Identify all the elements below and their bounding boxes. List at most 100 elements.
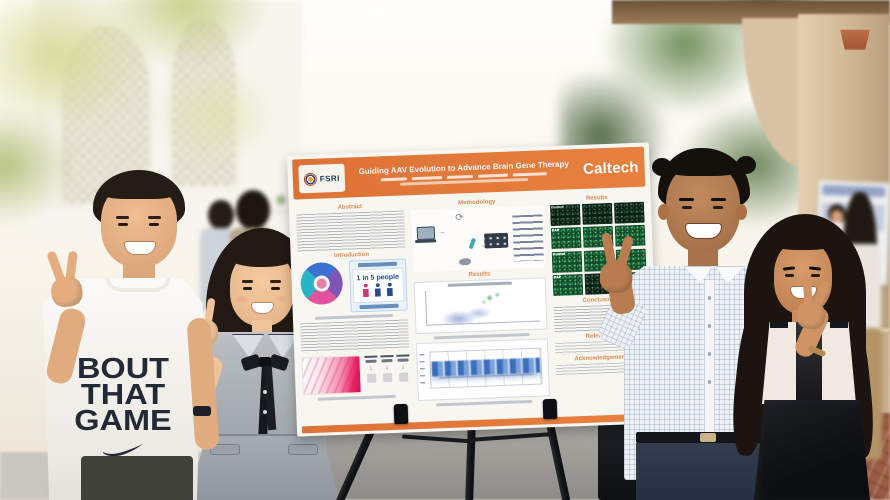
- eyebrow: [270, 280, 281, 283]
- y-axis-ticks-blur: [419, 353, 426, 386]
- micrograph-label: Control: [551, 205, 564, 210]
- blush: [237, 296, 247, 302]
- button: [707, 380, 711, 384]
- eyebrow: [782, 266, 796, 271]
- micrograph-panel: CAP: [550, 227, 582, 250]
- shoulder-strap: [830, 322, 848, 328]
- person-woman-gray-dress: [168, 228, 350, 500]
- author-name-blur: [412, 176, 443, 181]
- eyebrow: [116, 216, 129, 219]
- person-icon: [385, 282, 395, 297]
- table-header-blur: [381, 359, 393, 363]
- button: [263, 410, 267, 414]
- micrograph-panel: Control: [551, 250, 583, 274]
- figure-caption-blur: [317, 394, 396, 401]
- cycle-arrows-icon: ⟳: [455, 212, 464, 224]
- callout-caption-blur: [359, 303, 399, 310]
- button: [707, 296, 711, 300]
- callout-box: 1 in 5 people: [351, 267, 405, 304]
- skirt: [754, 400, 870, 500]
- arrow-down-icon: ↓: [369, 364, 373, 372]
- author-name-blur: [478, 173, 509, 178]
- button: [707, 324, 711, 328]
- vessel-diagram: [301, 355, 362, 396]
- hair-fringe: [772, 235, 834, 250]
- sleeveless-top: [762, 322, 856, 404]
- eyebrow: [808, 266, 822, 271]
- belt-buckle: [700, 433, 716, 442]
- collar: [105, 278, 171, 292]
- fsri-seal-icon: [303, 172, 317, 186]
- arrow-down-icon: ↓: [385, 364, 389, 372]
- eye: [118, 223, 128, 226]
- sequence-band-plot: [415, 338, 551, 402]
- stat-callout-text: 1 in 5 people: [356, 273, 400, 283]
- table-cell-blur: [366, 373, 377, 383]
- microplate-icon: [484, 232, 509, 249]
- fsri-logo-text: FSRI: [319, 173, 341, 184]
- figure-caption-blur: [436, 399, 532, 407]
- author-name-blur: [381, 177, 408, 182]
- eye: [243, 287, 252, 290]
- figure-caption-blur: [315, 313, 393, 320]
- eye: [811, 274, 820, 277]
- neck: [123, 262, 155, 282]
- eye: [271, 287, 280, 290]
- micrograph-panel: CAP: [552, 273, 584, 297]
- face: [227, 243, 297, 326]
- smile: [685, 223, 722, 239]
- scatter-plot-area: [424, 286, 541, 326]
- tshirt-line: THAT: [80, 379, 166, 411]
- person-icon: [361, 283, 371, 298]
- pocket-flap: [288, 444, 318, 455]
- person-icons: [361, 282, 395, 298]
- abstract-text-blur: [296, 210, 406, 253]
- eyebrow: [148, 216, 161, 219]
- poster-column-left: Abstract Introduction 1 in 5 people: [292, 200, 411, 414]
- person-woman-right: [728, 212, 890, 500]
- pocket-flap: [210, 444, 240, 455]
- laptop-icon: [416, 226, 436, 241]
- table-column: ↓: [363, 355, 379, 394]
- hair-bangs: [227, 243, 297, 267]
- mini-table: ↓ ↓ ↓: [363, 353, 411, 394]
- eyebrow: [711, 198, 726, 201]
- ear: [658, 204, 669, 220]
- hair-fringe: [101, 179, 177, 199]
- tshirt-line: GAME: [74, 405, 172, 437]
- table-cell-blur: [382, 373, 393, 383]
- planter-pot-icon: [840, 29, 870, 50]
- hair-curl: [736, 156, 756, 174]
- scatter-plot-figure: [413, 277, 548, 335]
- micrograph-label: CAP: [551, 228, 560, 233]
- pants: [81, 456, 193, 500]
- introduction-figures: 1 in 5 people: [292, 253, 408, 314]
- potted-plant-icon: [272, 192, 290, 216]
- pie-chart: [292, 253, 352, 314]
- hair-fringe: [666, 159, 740, 176]
- eyebrow: [679, 198, 694, 201]
- arrow-icon: →: [437, 226, 446, 237]
- eye: [149, 223, 159, 226]
- poster-title-block: Guiding AAV Evolution to Advance Brain G…: [350, 159, 577, 187]
- button: [707, 352, 711, 356]
- tshirt-line: BOUT: [76, 353, 170, 385]
- wristwatch: [193, 406, 211, 416]
- bow-knot: [259, 357, 271, 367]
- methodology-diagram: → ⟳ →: [410, 205, 546, 273]
- ear: [736, 204, 747, 220]
- fsri-logo: FSRI: [298, 163, 346, 194]
- mouse-icon: [458, 258, 471, 266]
- brain-icon: [314, 276, 330, 291]
- button: [263, 390, 267, 394]
- stat-callout-figure: 1 in 5 people: [348, 258, 408, 313]
- callout-title-blur: [357, 261, 397, 268]
- introduction-text-blur: [300, 319, 410, 354]
- fist: [599, 260, 634, 294]
- table-column: ↓: [396, 354, 411, 392]
- eye: [785, 274, 794, 277]
- plot-title-blur: [447, 281, 512, 287]
- micrograph-panel: Control: [550, 204, 581, 227]
- eye: [713, 206, 723, 209]
